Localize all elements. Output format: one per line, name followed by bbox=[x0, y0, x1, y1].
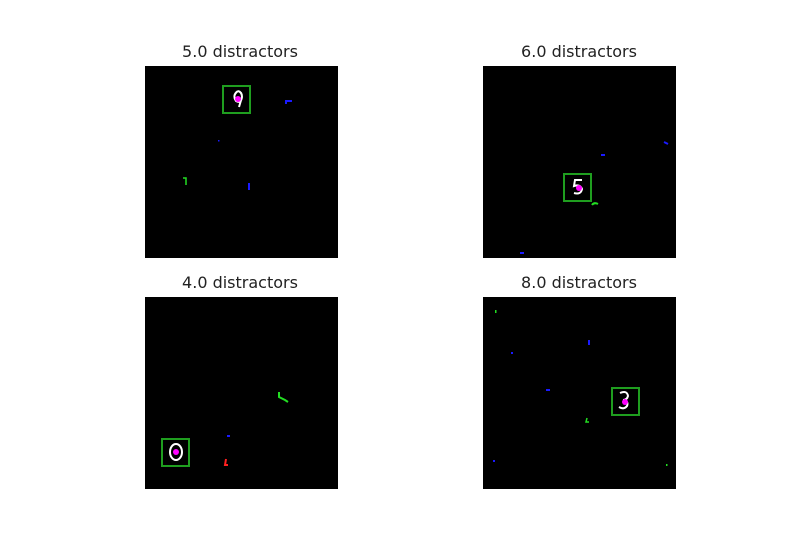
distractor-blue bbox=[248, 183, 250, 190]
distractor-blue bbox=[218, 140, 220, 142]
image-panel-2 bbox=[483, 66, 676, 258]
panel-background bbox=[483, 66, 676, 258]
digit-glyph bbox=[572, 179, 584, 195]
distractor-red bbox=[223, 458, 228, 466]
image-panel-3 bbox=[145, 297, 338, 489]
digit-glyph bbox=[233, 90, 244, 108]
panel-title-4: 8.0 distractors bbox=[521, 273, 637, 292]
distractor-green bbox=[278, 392, 289, 403]
detection-box bbox=[161, 438, 190, 467]
digit-glyph bbox=[169, 443, 183, 461]
target-marker bbox=[173, 449, 179, 455]
distractor-green bbox=[585, 417, 589, 423]
panel-title-1: 5.0 distractors bbox=[182, 42, 298, 61]
target-marker bbox=[235, 96, 241, 102]
panel-background bbox=[483, 297, 676, 489]
panel-background bbox=[145, 297, 338, 489]
detection-box bbox=[222, 85, 251, 114]
panel-title-2: 6.0 distractors bbox=[521, 42, 637, 61]
detection-box bbox=[611, 387, 640, 416]
distractor-blue bbox=[493, 460, 495, 462]
distractor-blue bbox=[285, 100, 292, 104]
target-marker bbox=[576, 185, 582, 191]
distractor-green bbox=[183, 177, 187, 185]
image-panel-4 bbox=[483, 297, 676, 489]
detection-box bbox=[563, 173, 592, 202]
target-marker bbox=[622, 399, 628, 405]
distractor-green bbox=[666, 464, 668, 466]
distractor-green bbox=[495, 310, 497, 313]
distractor-blue bbox=[511, 352, 513, 354]
panel-title-3: 4.0 distractors bbox=[182, 273, 298, 292]
image-panel-1 bbox=[145, 66, 338, 258]
distractor-blue bbox=[663, 141, 669, 145]
distractor-green bbox=[591, 202, 599, 206]
